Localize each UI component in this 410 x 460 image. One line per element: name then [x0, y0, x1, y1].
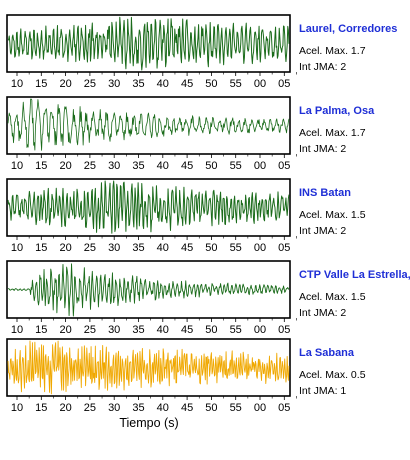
x-tick-label-1-9: 55 — [230, 160, 242, 172]
x-tick-label-0-2: 20 — [59, 78, 71, 90]
panel-frame-3 — [6, 260, 291, 319]
x-tick-label-3-11: 05 — [278, 324, 290, 336]
x-tick-label-4-8: 50 — [205, 402, 217, 414]
station-name-0: Laurel, Corredores — [299, 23, 397, 35]
x-tick-label-2-4: 30 — [108, 242, 120, 254]
x-tick-label-3-3: 25 — [84, 324, 96, 336]
x-tick-label-3-9: 55 — [230, 324, 242, 336]
acel-max-3: Acel. Max. 1.5 — [299, 291, 366, 303]
x-tick-label-0-10: 00 — [254, 78, 266, 90]
station-name-3: CTP Valle La Estrella, L — [299, 269, 410, 281]
x-tick-label-2-0: 10 — [11, 242, 23, 254]
x-tick-label-4-5: 35 — [132, 402, 144, 414]
x-tick-label-2-8: 50 — [205, 242, 217, 254]
x-tick-label-4-6: 40 — [157, 402, 169, 414]
x-tick-label-3-6: 40 — [157, 324, 169, 336]
waveform-3 — [7, 263, 290, 317]
x-tick-label-2-6: 40 — [157, 242, 169, 254]
x-tick-label-0-5: 35 — [132, 78, 144, 90]
x-tick-label-0-4: 30 — [108, 78, 120, 90]
x-tick-label-4-0: 10 — [11, 402, 23, 414]
x-tick-label-0-6: 40 — [157, 78, 169, 90]
x-tick-label-2-3: 25 — [84, 242, 96, 254]
x-tick-label-3-5: 35 — [132, 324, 144, 336]
acel-max-2: Acel. Max. 1.5 — [299, 209, 366, 221]
x-tick-label-3-7: 45 — [181, 324, 193, 336]
panel-frame-1 — [6, 96, 291, 155]
int-jma-2: Int JMA: 2 — [299, 225, 346, 237]
x-tick-label-1-0: 10 — [11, 160, 23, 172]
acel-max-1: Acel. Max. 1.7 — [299, 127, 366, 139]
x-tick-label-3-10: 00 — [254, 324, 266, 336]
x-tick-label-0-11: 05 — [278, 78, 290, 90]
x-tick-label-2-7: 45 — [181, 242, 193, 254]
acel-max-4: Acel. Max. 0.5 — [299, 369, 366, 381]
x-tick-label-0-9: 55 — [230, 78, 242, 90]
panel-frame-0 — [6, 14, 291, 73]
x-tick-label-4-1: 15 — [35, 402, 47, 414]
x-tick-label-0-1: 15 — [35, 78, 47, 90]
waveform-4 — [7, 340, 290, 395]
x-tick-label-4-4: 30 — [108, 402, 120, 414]
int-jma-1: Int JMA: 2 — [299, 143, 346, 155]
waveform-0 — [7, 16, 290, 71]
x-tick-label-1-5: 35 — [132, 160, 144, 172]
x-tick-label-3-0: 10 — [11, 324, 23, 336]
acel-max-0: Acel. Max. 1.7 — [299, 45, 366, 57]
x-tick-label-3-4: 30 — [108, 324, 120, 336]
station-name-4: La Sabana — [299, 347, 355, 359]
x-tick-label-0-0: 10 — [11, 78, 23, 90]
x-tick-label-1-6: 40 — [157, 160, 169, 172]
waveform-2 — [7, 180, 290, 234]
panel-frame-2 — [6, 178, 291, 237]
x-tick-label-0-8: 50 — [205, 78, 217, 90]
x-tick-label-0-3: 25 — [84, 78, 96, 90]
int-jma-4: Int JMA: 1 — [299, 385, 346, 397]
x-tick-label-4-11: 05 — [278, 402, 290, 414]
x-tick-label-1-2: 20 — [59, 160, 71, 172]
x-tick-label-1-1: 15 — [35, 160, 47, 172]
x-tick-label-4-10: 00 — [254, 402, 266, 414]
station-name-1: La Palma, Osa — [299, 105, 375, 117]
x-tick-label-2-9: 55 — [230, 242, 242, 254]
x-tick-label-2-1: 15 — [35, 242, 47, 254]
x-tick-label-1-10: 00 — [254, 160, 266, 172]
x-axis-label: Tiempo (s) — [119, 416, 178, 430]
x-tick-label-2-10: 00 — [254, 242, 266, 254]
x-tick-label-2-2: 20 — [59, 242, 71, 254]
x-tick-label-1-4: 30 — [108, 160, 120, 172]
x-tick-label-4-9: 55 — [230, 402, 242, 414]
waveform-1 — [7, 98, 290, 151]
x-tick-label-3-1: 15 — [35, 324, 47, 336]
int-jma-0: Int JMA: 2 — [299, 61, 346, 73]
x-tick-label-4-3: 25 — [84, 402, 96, 414]
x-tick-label-2-5: 35 — [132, 242, 144, 254]
panel-frame-4 — [6, 338, 291, 397]
x-tick-label-1-7: 45 — [181, 160, 193, 172]
x-tick-label-1-3: 25 — [84, 160, 96, 172]
x-tick-label-4-2: 20 — [59, 402, 71, 414]
x-tick-label-4-7: 45 — [181, 402, 193, 414]
x-tick-label-1-8: 50 — [205, 160, 217, 172]
x-tick-label-1-11: 05 — [278, 160, 290, 172]
x-tick-label-3-2: 20 — [59, 324, 71, 336]
x-tick-label-3-8: 50 — [205, 324, 217, 336]
x-tick-label-2-11: 05 — [278, 242, 290, 254]
station-name-2: INS Batan — [299, 187, 351, 199]
int-jma-3: Int JMA: 2 — [299, 307, 346, 319]
x-tick-label-0-7: 45 — [181, 78, 193, 90]
